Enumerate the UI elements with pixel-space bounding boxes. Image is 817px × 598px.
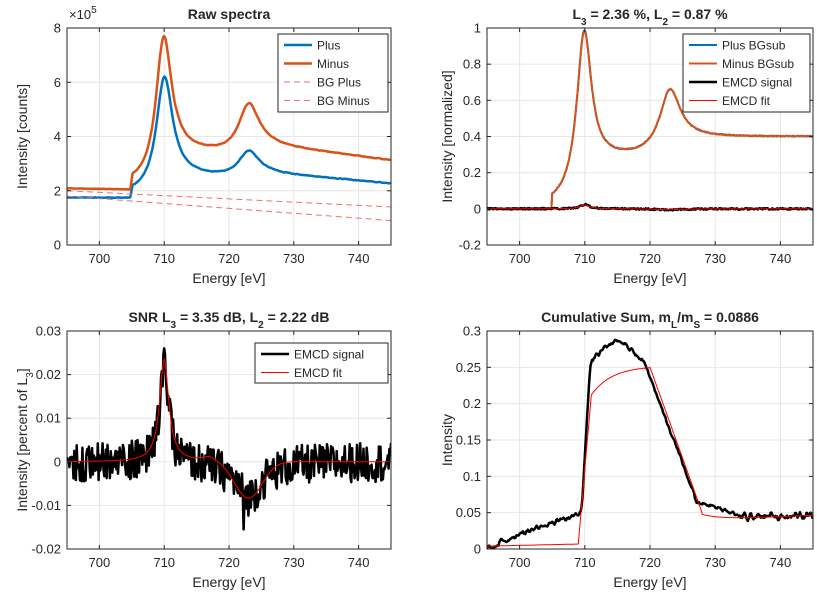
y-tick-label: 0.03 [36, 324, 61, 339]
legend-label: EMCD signal [294, 348, 364, 362]
x-tick-label: 730 [283, 251, 305, 266]
x-axis-label: Energy [eV] [613, 270, 686, 286]
y-exponent-label: ×105 [69, 5, 97, 22]
x-tick-label: 710 [574, 555, 596, 570]
legend-label: Minus [317, 57, 349, 71]
legend-label: Plus BGsub [722, 39, 786, 53]
x-axis-label: Energy [eV] [192, 574, 265, 590]
legend-label: EMCD signal [722, 76, 792, 90]
legend-box [277, 33, 389, 113]
legend-label: Plus [317, 39, 340, 53]
legend-label: BG Plus [317, 76, 361, 90]
legend: Plus BGsub Minus BGsub EMCD signal EMCD fit [682, 33, 811, 113]
legend-label: EMCD fit [294, 366, 343, 380]
y-tick-label: 6 [54, 75, 61, 90]
y-tick-label: 0.05 [456, 505, 481, 520]
series-line-plus [67, 75, 391, 200]
legend-box [254, 342, 389, 384]
y-tick-label: 0 [54, 238, 61, 253]
x-tick-label: 740 [348, 555, 370, 570]
y-tick-label: 0.4 [463, 129, 481, 144]
y-tick-label: 0.15 [456, 433, 481, 448]
x-tick-label: 720 [639, 251, 661, 266]
x-tick-label: 730 [704, 251, 726, 266]
y-axis-label: Intensity [percent of L3] [14, 368, 36, 511]
series-line-emcd-signal [67, 347, 391, 531]
series-line-cumulative-fit [487, 366, 813, 547]
y-tick-label: 0.8 [463, 57, 481, 72]
y-tick-label: 8 [54, 21, 61, 36]
x-tick-label: 700 [509, 251, 531, 266]
y-tick-label: 0.02 [36, 367, 61, 382]
chart-raw: 700 710 720 730 740 0 2 4 6 8 ×105 Raw spectra Energ… [14, 5, 392, 286]
x-tick-label: 740 [348, 251, 370, 266]
y-tick-label: 4 [54, 129, 61, 144]
y-tick-label: 0 [54, 454, 61, 469]
y-axis-label: Intensity [439, 414, 455, 466]
x-tick-label: 710 [153, 251, 175, 266]
y-tick-label: 2 [54, 183, 61, 198]
series-line-emcd-fit [67, 358, 391, 499]
chart-title: L3 = 2.36 %, L2 = 0.87 % [572, 6, 728, 28]
chart-snr: 700 710 720 730 740 -0.02 -0.01 0 0.01 0.02 0.03 SN… [14, 309, 392, 590]
legend-label: EMCD fit [722, 94, 771, 108]
chart-title: Raw spectra [188, 6, 271, 22]
x-tick-label: 740 [770, 555, 792, 570]
series-line-bg-plus [67, 190, 391, 208]
y-tick-label: 0.6 [463, 93, 481, 108]
x-tick-label: 740 [770, 251, 792, 266]
y-tick-label: 0.2 [463, 165, 481, 180]
y-tick-label: 0 [474, 201, 481, 216]
legend-box [682, 33, 811, 113]
series-line-minus [67, 34, 391, 191]
series-line-cumulative-sum [487, 338, 813, 549]
y-tick-label: 0.3 [463, 324, 481, 339]
y-tick-label: 0.01 [36, 411, 61, 426]
y-axis-label: Intensity [normalized] [439, 70, 455, 202]
y-tick-label: 0.25 [456, 360, 481, 375]
y-tick-label: 0.2 [463, 396, 481, 411]
series-group [487, 29, 813, 212]
y-tick-label: -0.2 [459, 238, 481, 253]
x-tick-label: 720 [218, 251, 240, 266]
series-group [487, 338, 813, 549]
chart-title: SNR L3 = 3.35 dB, L2 = 2.22 dB [129, 309, 330, 331]
chart-title: Cumulative Sum, mL/mS = 0.0886 [541, 309, 759, 331]
series-line-bg-minus [67, 195, 391, 222]
chart-cum: 700 710 720 730 740 0 0.05 0.1 0.15 0.2 0.25 0.3 Cum… [439, 309, 814, 590]
y-axis-label: Intensity [counts] [14, 84, 30, 189]
x-tick-label: 720 [218, 555, 240, 570]
x-tick-label: 700 [89, 251, 111, 266]
x-tick-label: 730 [283, 555, 305, 570]
y-tick-label: -0.02 [31, 542, 61, 557]
y-tick-label: 0.1 [463, 469, 481, 484]
legend-label: Minus BGsub [722, 57, 794, 71]
y-tick-label: 1 [474, 21, 481, 36]
x-tick-label: 710 [574, 251, 596, 266]
x-tick-label: 710 [153, 555, 175, 570]
legend-label: BG Minus [317, 94, 370, 108]
x-tick-label: 720 [639, 555, 661, 570]
y-tick-label: -0.01 [31, 498, 61, 513]
x-axis-label: Energy [eV] [613, 574, 686, 590]
x-axis-label: Energy [eV] [192, 270, 265, 286]
series-group [67, 347, 391, 531]
x-tick-label: 700 [509, 555, 531, 570]
y-tick-label: 0 [474, 542, 481, 557]
x-tick-label: 700 [89, 555, 111, 570]
series-group [67, 34, 391, 222]
legend: Plus Minus BG Plus BG Minus [277, 33, 389, 113]
x-tick-label: 730 [704, 555, 726, 570]
legend: EMCD signal EMCD fit [254, 342, 389, 384]
series-line-emcd-fit [487, 204, 813, 211]
chart-norm: 700 710 720 730 740 -0.2 0 0.2 0.4 0.6 0.8 1 L3 = 2.… [439, 6, 814, 286]
